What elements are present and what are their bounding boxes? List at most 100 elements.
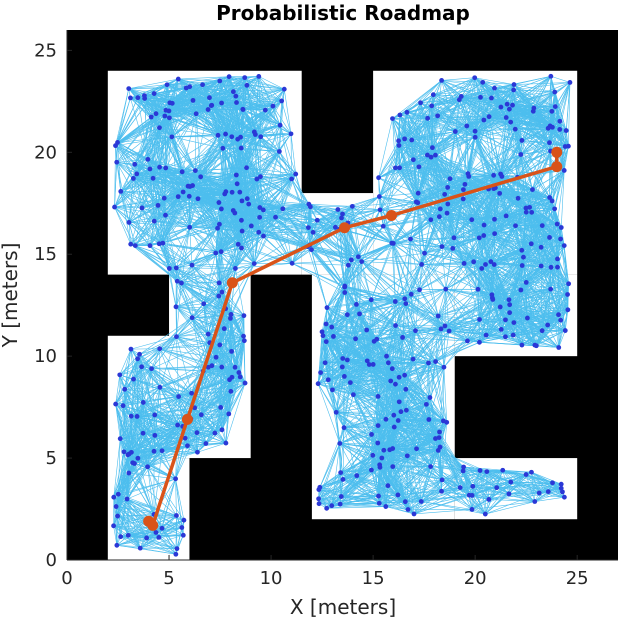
roadmap-edge xyxy=(221,382,246,430)
roadmap-edge xyxy=(240,134,256,138)
roadmap-edge xyxy=(157,205,164,244)
roadmap-edge xyxy=(159,97,210,128)
roadmap-edge xyxy=(159,348,179,397)
roadmap-edge xyxy=(205,429,223,444)
roadmap-edge xyxy=(176,291,223,337)
roadmap-edge xyxy=(117,515,129,536)
roadmap-edge xyxy=(169,109,209,119)
roadmap-edge xyxy=(171,109,209,138)
roadmap-edge xyxy=(221,318,231,368)
roadmap-edge xyxy=(182,426,223,431)
roadmap-edge xyxy=(244,77,281,126)
roadmap-edge xyxy=(246,151,280,169)
roadmap-edge xyxy=(200,176,238,185)
roadmap-edge xyxy=(162,242,222,252)
roadmap-edge xyxy=(246,85,256,135)
roadmap-edge xyxy=(221,88,285,104)
roadmap-edge xyxy=(236,174,260,218)
roadmap-edge xyxy=(494,246,542,265)
roadmap-edge xyxy=(211,335,244,366)
roadmap-edge xyxy=(181,171,190,228)
roadmap-edge xyxy=(176,303,204,337)
roadmap-edge xyxy=(452,248,479,290)
roadmap-edge xyxy=(152,178,155,222)
roadmap-edge xyxy=(151,368,204,372)
roadmap-edge xyxy=(154,196,190,222)
roadmap-edge xyxy=(220,407,227,444)
roadmap-edge xyxy=(120,164,135,192)
roadmap-edge xyxy=(120,191,159,206)
chart-title: Probabilistic Roadmap xyxy=(216,1,470,25)
roadmap-edge xyxy=(175,303,204,308)
roadmap-edge xyxy=(140,547,176,555)
roadmap-edge xyxy=(188,148,224,197)
roadmap-edge xyxy=(258,76,282,102)
roadmap-edge xyxy=(234,207,260,214)
roadmap-edge xyxy=(259,208,283,218)
roadmap-edge xyxy=(246,125,281,168)
roadmap-edge xyxy=(221,200,243,210)
roadmap-edge xyxy=(186,87,236,97)
roadmap-edge xyxy=(128,527,163,536)
roadmap-edge xyxy=(475,137,522,141)
roadmap-edge xyxy=(203,370,232,392)
roadmap-edge xyxy=(181,282,226,309)
roadmap-edge xyxy=(168,80,220,112)
roadmap-edge xyxy=(149,245,193,266)
roadmap-edge xyxy=(240,147,261,208)
roadmap-edge xyxy=(255,109,266,135)
roadmap-edge xyxy=(197,198,243,232)
roadmap-edge xyxy=(140,547,177,549)
roadmap-edge xyxy=(167,84,187,89)
roadmap-edge xyxy=(433,80,442,95)
roadmap-edge xyxy=(113,496,155,515)
roadmap-edge xyxy=(122,387,161,406)
roadmap-edge xyxy=(178,370,204,397)
roadmap-edge xyxy=(117,142,135,165)
roadmap-edge xyxy=(203,303,231,319)
roadmap-edge xyxy=(114,205,159,208)
roadmap-edge xyxy=(221,208,243,232)
roadmap-edge xyxy=(230,351,232,392)
roadmap-edge xyxy=(136,402,144,417)
roadmap-edge xyxy=(159,127,201,178)
roadmap-edge xyxy=(133,379,144,403)
roadmap-edge xyxy=(133,379,138,417)
roadmap-edge xyxy=(157,185,193,206)
roadmap-edge xyxy=(259,203,309,208)
roadmap-edge xyxy=(114,206,166,216)
roadmap-edge xyxy=(217,80,221,136)
roadmap-edge xyxy=(209,80,221,98)
roadmap-edge xyxy=(188,196,216,254)
roadmap-edge xyxy=(153,84,168,94)
roadmap-edge xyxy=(119,438,129,455)
roadmap-edge xyxy=(119,348,160,376)
roadmap-edge xyxy=(162,243,177,307)
roadmap-edge xyxy=(186,85,247,89)
roadmap-edge xyxy=(231,85,248,137)
roadmap-edge xyxy=(128,196,179,223)
roadmap-edge xyxy=(137,416,183,427)
roadmap-edge xyxy=(113,497,147,539)
roadmap-edge xyxy=(115,458,139,507)
roadmap-edge xyxy=(197,198,217,254)
roadmap-edge xyxy=(153,221,177,269)
roadmap-edge xyxy=(220,251,223,293)
roadmap-edge xyxy=(153,435,156,452)
roadmap-edge xyxy=(120,438,155,452)
roadmap-edge xyxy=(189,167,247,197)
roadmap-edge xyxy=(161,528,178,549)
roadmap-edge xyxy=(225,191,283,210)
roadmap-edge xyxy=(291,227,309,264)
roadmap-edge xyxy=(189,227,216,254)
roadmap-edge xyxy=(128,220,155,223)
roadmap-edge xyxy=(137,336,177,360)
roadmap-edge xyxy=(224,328,245,341)
roadmap-edge xyxy=(157,196,179,206)
roadmap-edge xyxy=(197,193,225,200)
roadmap-edge xyxy=(259,207,314,233)
roadmap-edge xyxy=(117,110,167,143)
roadmap-edge xyxy=(176,281,193,318)
roadmap-edge xyxy=(175,295,219,308)
roadmap-edge xyxy=(154,93,210,99)
